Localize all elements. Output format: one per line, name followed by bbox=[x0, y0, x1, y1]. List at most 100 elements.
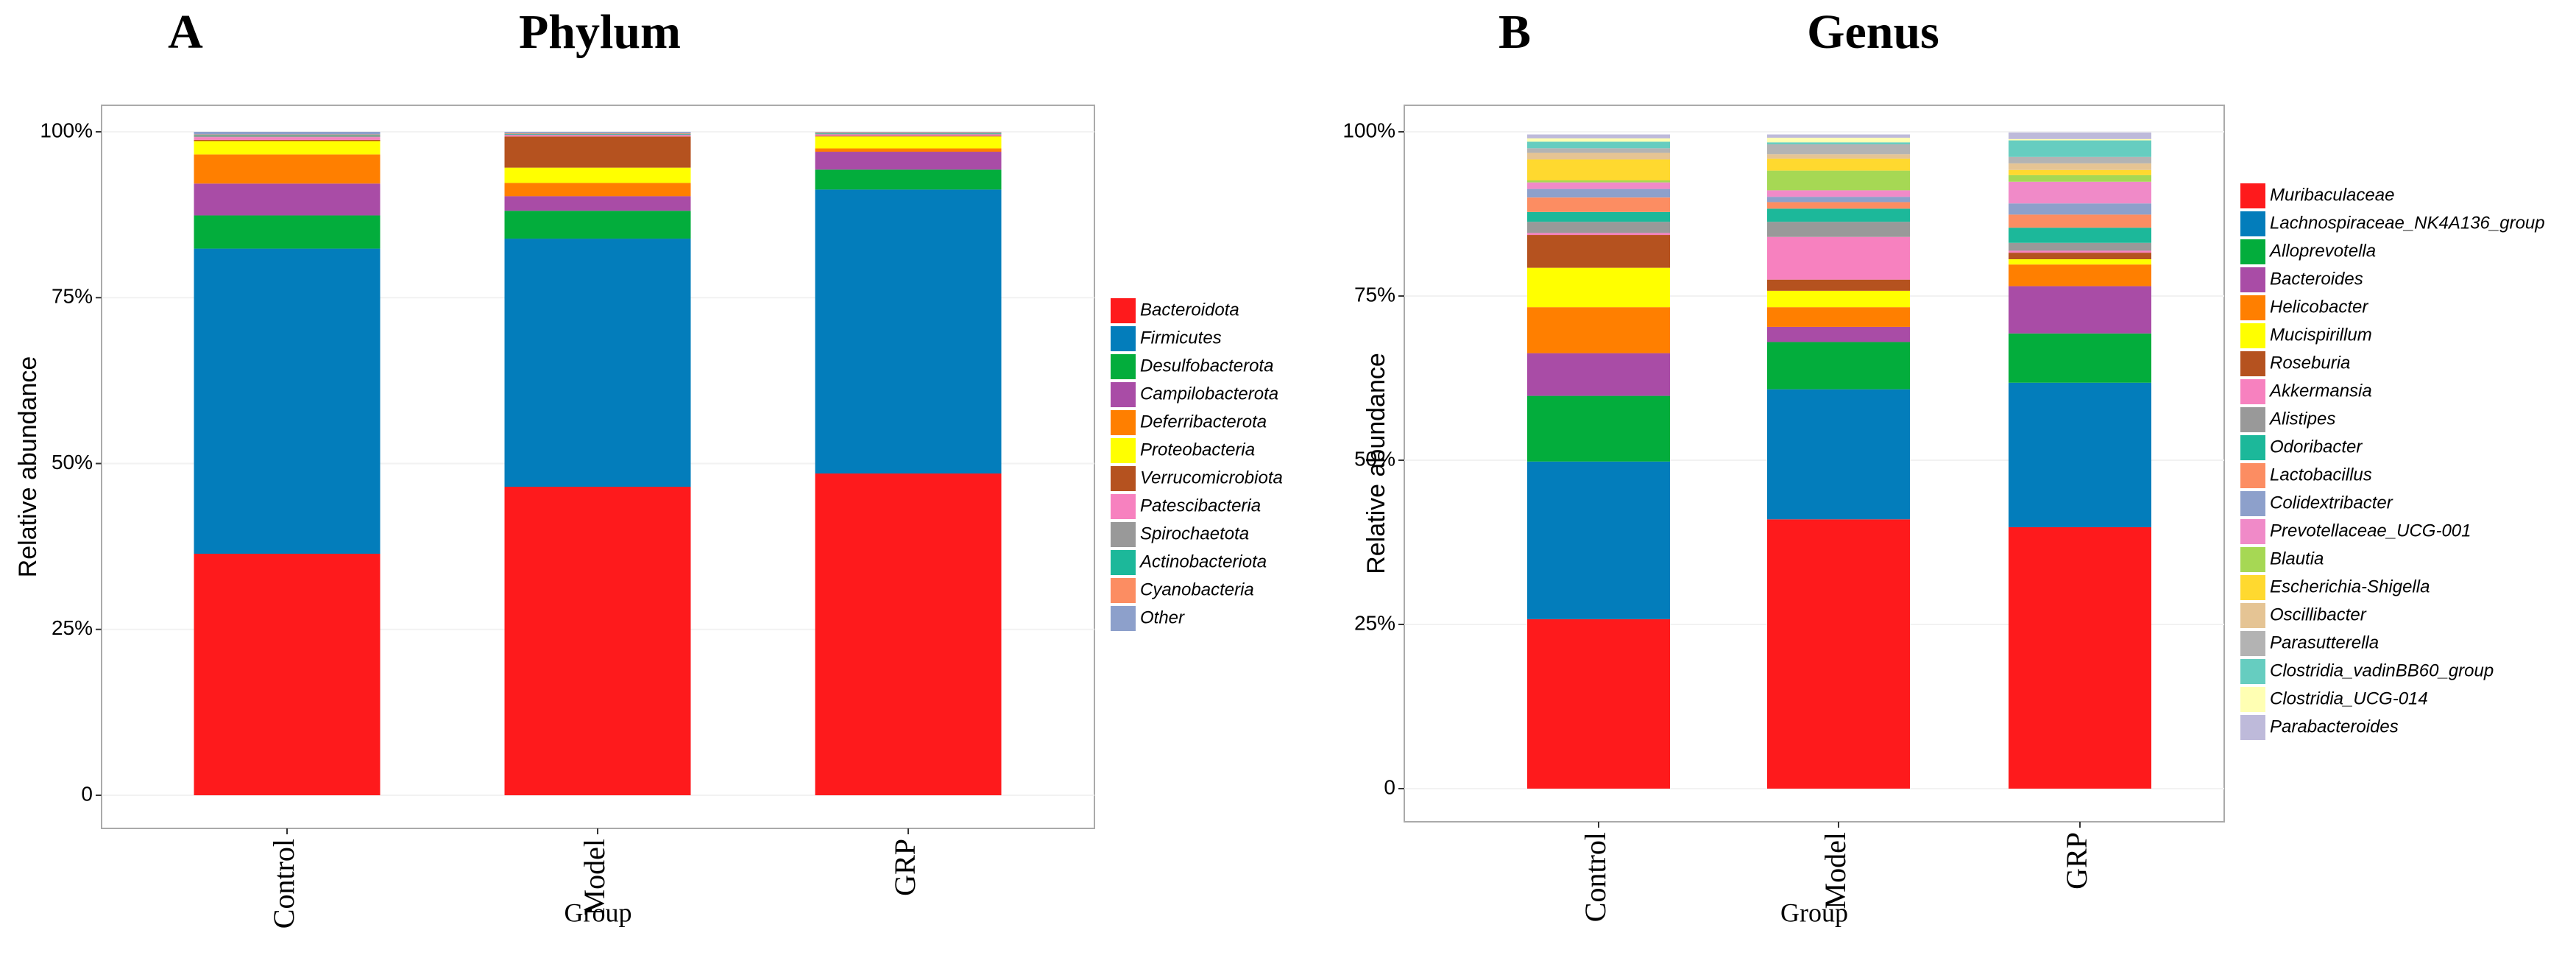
bar-segment bbox=[194, 137, 381, 140]
panel-label: A bbox=[168, 5, 203, 59]
bar-segment bbox=[1767, 142, 1910, 144]
legend-swatch bbox=[1111, 466, 1136, 491]
bar-segment bbox=[815, 135, 1002, 137]
bar-segment bbox=[504, 183, 691, 197]
legend-swatch bbox=[1111, 578, 1136, 603]
bar-segment bbox=[2009, 242, 2151, 251]
bar-segment bbox=[2009, 228, 2151, 243]
bar-segment bbox=[194, 135, 381, 138]
legend-label: Parasutterella bbox=[2270, 633, 2379, 652]
legend-swatch bbox=[2240, 631, 2265, 656]
bar-segment bbox=[194, 215, 381, 249]
legend-swatch bbox=[2240, 351, 2265, 376]
legend-swatch bbox=[2240, 323, 2265, 348]
bar-segment bbox=[504, 133, 691, 135]
legend-label: Spirochaetota bbox=[1140, 524, 1249, 543]
bar-segment bbox=[504, 196, 691, 211]
bar-segment bbox=[1527, 395, 1670, 462]
y-tick-label: 50% bbox=[1354, 447, 1395, 470]
bar-segment bbox=[194, 139, 381, 141]
bar-segment bbox=[2009, 132, 2151, 139]
bar-segment bbox=[1767, 389, 1910, 520]
bar-segment bbox=[1527, 233, 1670, 236]
bar-segment bbox=[815, 152, 1002, 170]
legend-swatch bbox=[1111, 494, 1136, 519]
legend-label: Bacteroidota bbox=[1140, 300, 1239, 320]
bar-segment bbox=[504, 135, 691, 137]
y-axis-label: Relative abundance bbox=[1362, 353, 1390, 574]
bar-segment bbox=[1527, 159, 1670, 181]
legend-swatch bbox=[1111, 438, 1136, 463]
chart-title: Genus bbox=[1807, 5, 1939, 59]
legend-swatch bbox=[1111, 410, 1136, 435]
bar-segment bbox=[504, 136, 691, 168]
bar-segment bbox=[1527, 235, 1670, 268]
bar-segment bbox=[815, 148, 1002, 152]
x-axis-label: Group bbox=[1780, 898, 1848, 927]
bar-segment bbox=[1767, 326, 1910, 342]
y-axis-label: Relative abundance bbox=[14, 356, 42, 578]
bar-segment bbox=[1527, 134, 1670, 138]
bar-segment bbox=[815, 169, 1002, 190]
bar-segment bbox=[2009, 140, 2151, 157]
legend-swatch bbox=[2240, 267, 2265, 292]
legend-swatch bbox=[1111, 550, 1136, 575]
bar-segment bbox=[1767, 222, 1910, 237]
bar-segment bbox=[815, 133, 1002, 135]
legend-label: Mucispirillum bbox=[2270, 325, 2372, 345]
bar-segment bbox=[194, 554, 381, 795]
bar-segment bbox=[1527, 152, 1670, 160]
legend-label: Roseburia bbox=[2270, 353, 2350, 373]
legend-swatch bbox=[1111, 522, 1136, 547]
y-tick-label: 100% bbox=[40, 119, 93, 141]
legend-swatch bbox=[1111, 382, 1136, 407]
bar-segment bbox=[2009, 259, 2151, 265]
x-tick-label: GRP bbox=[888, 839, 921, 896]
bar-segment bbox=[504, 167, 691, 183]
bar-segment bbox=[1767, 197, 1910, 202]
bar-segment bbox=[1527, 141, 1670, 149]
bar-segment bbox=[2009, 382, 2151, 527]
bar-segment bbox=[1527, 180, 1670, 183]
bar-segment bbox=[1527, 619, 1670, 789]
bar-segment bbox=[2009, 203, 2151, 215]
legend-label: Escherichia-Shigella bbox=[2270, 577, 2430, 596]
bar-segment bbox=[2009, 156, 2151, 163]
bar-segment bbox=[2009, 175, 2151, 182]
legend-label: Verrucomicrobiota bbox=[1140, 468, 1283, 487]
y-tick-label: 0 bbox=[81, 782, 93, 805]
legend-label: Other bbox=[1140, 607, 1185, 627]
bar-segment bbox=[815, 473, 1002, 795]
y-tick-label: 75% bbox=[52, 285, 93, 308]
bar-segment bbox=[1767, 208, 1910, 222]
bar-segment bbox=[2009, 250, 2151, 253]
bar-segment bbox=[1527, 307, 1670, 353]
legend-label: Parabacteroides bbox=[2270, 716, 2399, 736]
x-axis-label: Group bbox=[565, 898, 632, 927]
legend-label: Blautia bbox=[2270, 549, 2324, 568]
bar-segment bbox=[1527, 211, 1670, 222]
bar-segment bbox=[815, 136, 1002, 149]
bar-segment bbox=[2009, 264, 2151, 286]
x-tick-label: Control bbox=[267, 839, 300, 929]
y-tick-label: 25% bbox=[1354, 611, 1395, 634]
legend-swatch bbox=[2240, 603, 2265, 628]
bar-segment bbox=[815, 134, 1002, 136]
bar-segment bbox=[504, 133, 691, 134]
legend-label: Desulfobacterota bbox=[1140, 356, 1273, 376]
bar-segment bbox=[1767, 279, 1910, 291]
bar-segment bbox=[194, 132, 381, 135]
bar-segment bbox=[1767, 342, 1910, 390]
bar-segment bbox=[815, 189, 1002, 474]
bar-segment bbox=[1767, 202, 1910, 209]
bar-segment bbox=[1527, 353, 1670, 396]
legend-label: Clostridia_vadinBB60_group bbox=[2270, 661, 2494, 680]
bar-segment bbox=[2009, 163, 2151, 170]
legend-swatch bbox=[2240, 547, 2265, 572]
bar-segment bbox=[1527, 138, 1670, 142]
legend-label: Akkermansia bbox=[2268, 381, 2372, 401]
legend-swatch bbox=[2240, 435, 2265, 460]
legend-swatch bbox=[1111, 606, 1136, 631]
bar-segment bbox=[194, 141, 381, 155]
legend-label: Helicobacter bbox=[2270, 297, 2368, 317]
